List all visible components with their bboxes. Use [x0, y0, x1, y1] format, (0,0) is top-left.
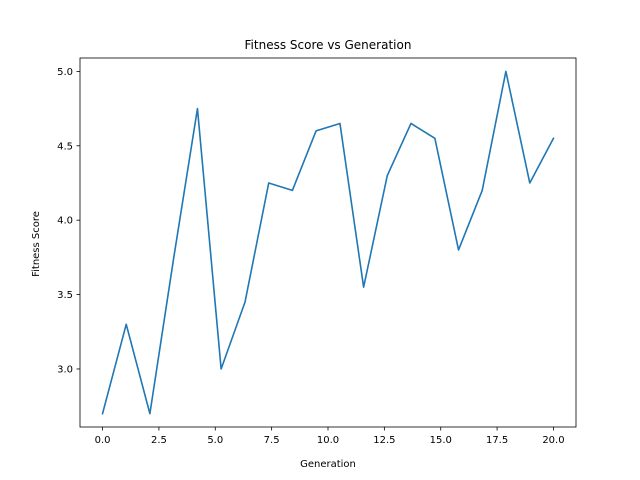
y-tick-label: 3.5 [57, 290, 73, 301]
y-axis-label: Fitness Score [31, 211, 42, 277]
x-tick-label: 20.0 [542, 435, 564, 446]
plot-area: 0.0 2.5 5.0 7.5 10.0 12.5 15.0 17.5 20.0 3.0 3.5 4.… [57, 57, 577, 446]
series-line-0 [101, 70, 555, 415]
x-axis-label: Generation [300, 459, 356, 470]
y-tick-label: 3.0 [57, 364, 73, 375]
chart-title: Fitness Score vs Generation [245, 38, 412, 52]
x-tick-label: 0.0 [95, 435, 111, 446]
x-tick-label: 15.0 [430, 435, 452, 446]
y-tick-label: 5.0 [57, 67, 73, 78]
y-tick-label: 4.0 [57, 216, 73, 227]
x-tick-label: 2.5 [151, 435, 167, 446]
x-tick-label: 12.5 [373, 435, 395, 446]
x-tick-label: 5.0 [207, 435, 223, 446]
y-tick-label: 4.5 [57, 141, 73, 152]
x-tick-label: 7.5 [264, 435, 280, 446]
x-tick-label: 17.5 [486, 435, 508, 446]
x-tick-label: 10.0 [317, 435, 339, 446]
